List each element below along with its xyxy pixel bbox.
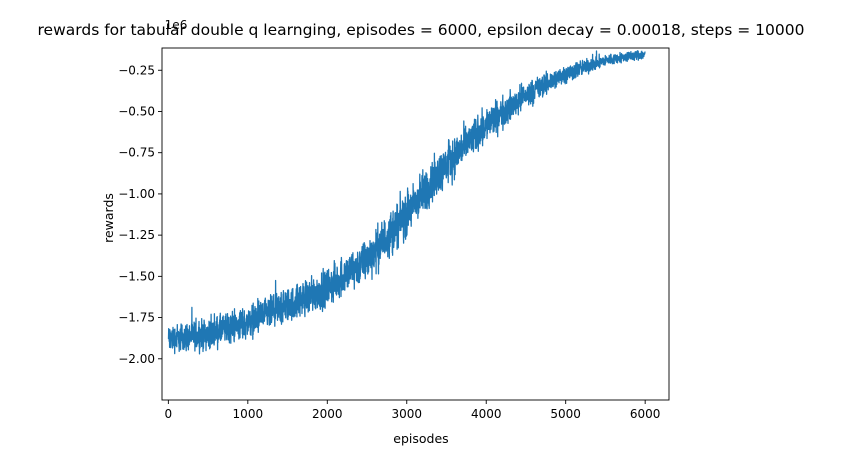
x-tick-label: 1000	[233, 407, 264, 421]
x-tick-label: 0	[165, 407, 173, 421]
y-tick-label: −1.25	[118, 228, 155, 242]
x-tick-label: 4000	[471, 407, 502, 421]
series-layer	[167, 50, 646, 355]
y-axis: −2.00 −1.75 −1.50 −1.25 −1.00 −0.75 −0.50 −0.25	[118, 63, 162, 366]
y-tick-label: −1.75	[118, 311, 155, 325]
y-tick-label: −0.50	[118, 104, 155, 118]
y-tick-label: −1.50	[118, 269, 155, 283]
x-tick-label: 2000	[312, 407, 343, 421]
y-tick-label: −0.75	[118, 146, 155, 160]
x-axis: 0 1000 2000 3000 4000 5000 6000	[165, 400, 661, 421]
y-tick-label: −1.00	[118, 187, 155, 201]
x-tick-label: 5000	[550, 407, 581, 421]
x-tick-label: 3000	[391, 407, 422, 421]
y-axis-offset-label: 1e6	[165, 18, 188, 32]
plot-area-frame	[161, 47, 670, 401]
y-tick-label: −2.00	[118, 352, 155, 366]
chart-title: rewards for tabular double q learnging, …	[38, 21, 805, 39]
y-tick-label: −0.25	[118, 63, 155, 77]
x-tick-label: 6000	[630, 407, 661, 421]
rewards-series-line	[167, 50, 646, 355]
y-axis-label: rewards	[101, 193, 116, 243]
x-axis-label: episodes	[393, 431, 448, 446]
